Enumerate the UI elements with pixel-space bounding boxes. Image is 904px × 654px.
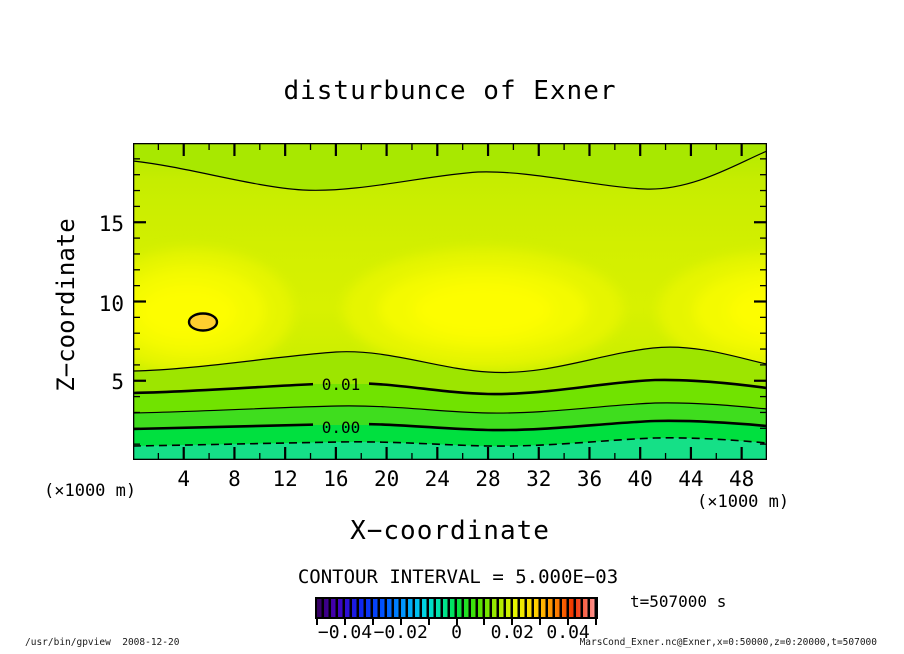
x-unit-label-left: (×1000 m)	[44, 481, 137, 501]
x-tick-label: 8	[228, 467, 241, 491]
colorbar-tick	[511, 619, 514, 625]
contour-lines	[133, 150, 767, 447]
contour-label-0.00: 0.00	[322, 418, 361, 437]
x-tick-label: 44	[678, 467, 704, 491]
x-unit-label-right: (×1000 m)	[697, 492, 790, 512]
x-tick-label: 16	[323, 467, 349, 491]
colorbar-tick	[399, 619, 402, 625]
contour-line-0.015-upper	[133, 150, 767, 191]
x-tick-label: 4	[177, 467, 191, 491]
colorbar-tick	[483, 619, 486, 625]
contour-line-0.005	[133, 402, 767, 414]
contour-labels: 0.01 0.00	[313, 375, 369, 437]
x-tick-label: 24	[424, 467, 450, 491]
colorbar-tick	[316, 619, 318, 625]
contour-line-0.00	[133, 419, 767, 432]
x-tick-label: 20	[373, 467, 400, 491]
y-axis-label-text: Z−coordinate	[52, 218, 80, 392]
colorbar-tick	[455, 619, 458, 625]
y-tick-label: 5	[111, 370, 124, 394]
colorbar-label: −0.02	[373, 622, 428, 643]
contour-label-0.01: 0.01	[322, 375, 361, 394]
colorbar-tick	[539, 619, 542, 625]
x-tick-label: 28	[475, 467, 501, 491]
colorbar-gradient	[317, 599, 596, 617]
footer-command: /usr/bin/gpview 2008-12-20	[25, 637, 180, 648]
colorbar-label: 0.02	[490, 622, 534, 643]
y-tick-label: 10	[98, 292, 124, 316]
colorbar-tick	[595, 619, 597, 625]
x-tick-label: 36	[576, 467, 603, 491]
colorbar-label: 0	[451, 622, 462, 643]
colorbar	[315, 597, 598, 619]
colorbar-tick	[567, 619, 570, 625]
colorbar-label: −0.04	[317, 622, 373, 643]
colorbar-tick	[343, 619, 346, 625]
x-axis-label: X−coordinate	[350, 516, 550, 546]
contour-plot: 0.01 0.00	[133, 143, 767, 460]
contour-line-0.015-lower	[133, 346, 767, 374]
contour-line-0.01	[133, 378, 767, 396]
contour-line-neg0.005	[133, 437, 767, 447]
closed-contour-oval	[187, 312, 219, 332]
x-tick-label: 32	[526, 467, 552, 491]
chart-title: disturbunce of Exner	[283, 76, 617, 106]
axis-ticks	[134, 144, 766, 459]
footer-dataset: MarsCond_Exner.nc@Exner,x=0:50000,z=0:20…	[579, 637, 877, 648]
y-tick-label: 15	[98, 212, 124, 236]
x-tick-label: 40	[627, 467, 653, 491]
time-annotation: t=507000 s	[630, 592, 727, 611]
contour-band-above-0.015	[133, 143, 767, 191]
x-tick-label: 48	[728, 467, 755, 491]
x-tick-label: 12	[272, 467, 298, 491]
colorbar-tick	[371, 619, 374, 625]
colorbar-tick	[427, 619, 430, 625]
yellow-maxima-blobs	[133, 249, 767, 373]
contour-interval-label: CONTOUR INTERVAL = 5.000E−03	[297, 566, 619, 588]
colorbar-label: 0.04	[546, 622, 590, 643]
